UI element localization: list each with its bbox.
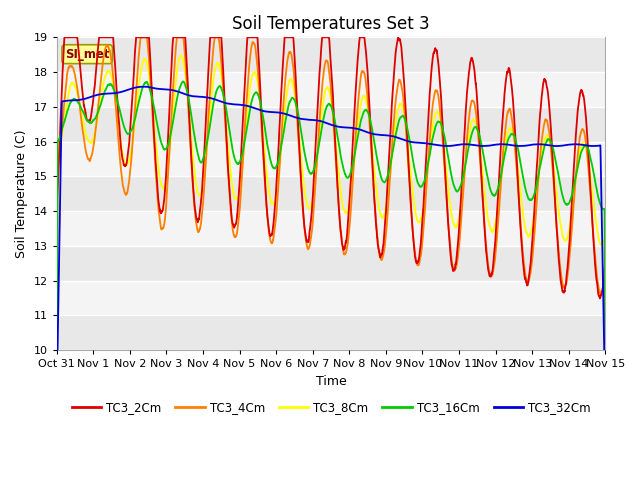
- Bar: [57, 281, 605, 315]
- TC3_32Cm: [454, 142, 462, 148]
- Title: Soil Temperatures Set 3: Soil Temperatures Set 3: [232, 15, 430, 33]
- TC3_8Cm: [152, 134, 159, 140]
- TC3_2Cm: [311, 161, 319, 167]
- TC3_8Cm: [601, 236, 609, 242]
- TC3_16Cm: [424, 162, 431, 168]
- TC3_8Cm: [53, 348, 61, 353]
- TC3_32Cm: [602, 348, 609, 353]
- TC3_2Cm: [152, 156, 159, 162]
- TC3_16Cm: [152, 111, 159, 117]
- TC3_8Cm: [454, 219, 462, 225]
- TC3_32Cm: [140, 84, 148, 90]
- TC3_2Cm: [424, 128, 431, 134]
- Line: TC3_32Cm: TC3_32Cm: [57, 87, 605, 350]
- Bar: [57, 176, 605, 211]
- TC3_8Cm: [485, 221, 493, 227]
- Line: TC3_16Cm: TC3_16Cm: [57, 82, 605, 350]
- X-axis label: Time: Time: [316, 375, 346, 388]
- TC3_4Cm: [485, 267, 493, 273]
- TC3_2Cm: [485, 270, 493, 276]
- TC3_8Cm: [602, 348, 609, 353]
- Line: TC3_8Cm: TC3_8Cm: [57, 55, 605, 350]
- Y-axis label: Soil Temperature (C): Soil Temperature (C): [15, 130, 28, 258]
- Bar: [57, 107, 605, 142]
- Bar: [57, 211, 605, 246]
- TC3_16Cm: [180, 79, 188, 84]
- TC3_32Cm: [152, 85, 159, 91]
- TC3_32Cm: [53, 348, 61, 353]
- TC3_4Cm: [311, 194, 319, 200]
- TC3_4Cm: [152, 163, 159, 168]
- TC3_16Cm: [454, 188, 462, 194]
- TC3_2Cm: [454, 240, 462, 245]
- TC3_4Cm: [602, 348, 609, 353]
- TC3_2Cm: [53, 348, 61, 353]
- Bar: [57, 37, 605, 72]
- Line: TC3_4Cm: TC3_4Cm: [57, 37, 605, 350]
- TC3_4Cm: [424, 166, 431, 172]
- TC3_8Cm: [424, 167, 431, 173]
- Text: SI_met: SI_met: [65, 48, 109, 60]
- TC3_4Cm: [454, 254, 462, 260]
- Bar: [57, 142, 605, 176]
- TC3_2Cm: [601, 264, 609, 269]
- TC3_8Cm: [177, 52, 185, 58]
- TC3_8Cm: [311, 180, 319, 186]
- TC3_16Cm: [485, 181, 493, 187]
- TC3_32Cm: [311, 117, 319, 123]
- TC3_16Cm: [53, 348, 61, 353]
- TC3_2Cm: [61, 35, 68, 40]
- Bar: [57, 72, 605, 107]
- TC3_32Cm: [424, 141, 431, 146]
- Bar: [57, 246, 605, 281]
- TC3_2Cm: [602, 348, 609, 353]
- TC3_16Cm: [602, 348, 609, 353]
- TC3_4Cm: [137, 35, 145, 40]
- TC3_16Cm: [601, 271, 609, 277]
- TC3_4Cm: [601, 275, 609, 280]
- TC3_4Cm: [53, 348, 61, 353]
- Legend: TC3_2Cm, TC3_4Cm, TC3_8Cm, TC3_16Cm, TC3_32Cm: TC3_2Cm, TC3_4Cm, TC3_8Cm, TC3_16Cm, TC3…: [67, 397, 595, 419]
- Line: TC3_2Cm: TC3_2Cm: [57, 37, 605, 350]
- TC3_16Cm: [311, 164, 319, 170]
- Bar: [57, 315, 605, 350]
- TC3_32Cm: [601, 348, 609, 353]
- TC3_32Cm: [485, 143, 493, 148]
